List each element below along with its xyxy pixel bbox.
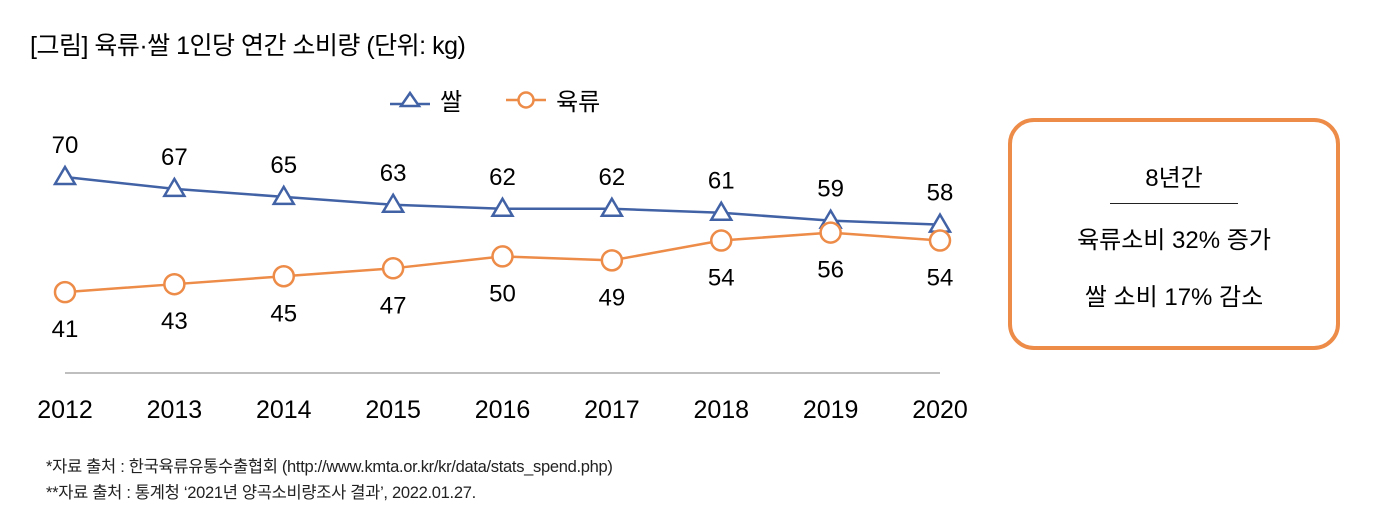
- data-label: 65: [270, 152, 297, 179]
- legend-label-meat: 육류: [556, 89, 601, 116]
- triangle-marker: [52, 164, 78, 186]
- data-label: 62: [599, 164, 626, 191]
- circle-marker: [491, 245, 514, 268]
- circle-marker: [928, 229, 952, 252]
- summary-box: 8년간 육류소비 32% 증가 쌀 소비 17% 감소: [1008, 118, 1340, 350]
- x-tick-label: 2015: [365, 396, 421, 424]
- data-label: 58: [927, 180, 954, 207]
- x-tick-label: 2016: [475, 396, 531, 424]
- x-tick-label: 2020: [912, 396, 968, 424]
- data-label: 63: [380, 160, 407, 187]
- data-label: 49: [599, 284, 626, 311]
- circle-marker: [819, 221, 842, 244]
- data-label: 43: [161, 308, 188, 335]
- data-label: 56: [817, 257, 844, 284]
- triangle-marker: [490, 196, 515, 218]
- sources: *자료 출처 : 한국육류유통수출협회 (http://www.kmta.or.…: [46, 454, 613, 506]
- data-label: 67: [161, 144, 188, 171]
- summary-heading: 8년간: [1110, 158, 1238, 204]
- legend: 쌀 육류: [390, 82, 644, 117]
- legend-item-rice: 쌀: [390, 82, 462, 117]
- x-tick-label: 2018: [693, 396, 749, 424]
- triangle-marker: [380, 192, 406, 214]
- data-label: 59: [817, 176, 844, 203]
- x-tick-label: 2014: [256, 396, 312, 424]
- circle-marker: [163, 272, 186, 296]
- circle-marker: [710, 229, 733, 252]
- circle-icon: [506, 90, 547, 109]
- data-label: 62: [489, 164, 516, 191]
- triangle-marker: [162, 176, 187, 198]
- data-label: 61: [708, 168, 735, 195]
- x-tick-label: 2013: [147, 396, 203, 424]
- source-note-2: **자료 출처 : 통계청 ‘2021년 양곡소비량조사 결과’, 2022.0…: [46, 484, 476, 502]
- triangle-marker: [599, 196, 625, 218]
- source-note-1: *자료 출처 : 한국육류유통수출협회 (http://www.kmta.or.…: [46, 458, 613, 476]
- x-tick-label: 2019: [803, 396, 859, 424]
- legend-item-meat: 육류: [506, 82, 600, 117]
- data-label: 70: [52, 132, 79, 159]
- data-label: 54: [927, 265, 954, 292]
- summary-meat-increase: 육류소비 32% 증가: [1077, 227, 1271, 254]
- x-tick-label: 2017: [584, 396, 640, 424]
- data-label: 50: [489, 280, 516, 307]
- circle-marker: [600, 249, 624, 272]
- data-label: 54: [708, 265, 735, 292]
- data-label: 47: [380, 292, 407, 319]
- circle-marker: [381, 257, 405, 280]
- chart-title: [그림] 육류·쌀 1인당 연간 소비량 (단위: kg): [30, 32, 466, 60]
- circle-marker: [272, 265, 295, 288]
- x-tick-label: 2012: [37, 396, 93, 424]
- triangle-marker: [271, 184, 296, 206]
- line-chart: 2012 2013 2014 2015 2016 2017 2018 2019 2020 70 67…: [37, 132, 968, 424]
- legend-label-rice: 쌀: [440, 89, 463, 116]
- data-label: 45: [270, 300, 297, 327]
- summary-rice-decrease: 쌀 소비 17% 감소: [1084, 284, 1264, 311]
- data-label: 41: [52, 316, 79, 343]
- circle-marker: [53, 280, 77, 304]
- triangle-marker: [709, 200, 734, 221]
- triangle-icon: [390, 90, 430, 107]
